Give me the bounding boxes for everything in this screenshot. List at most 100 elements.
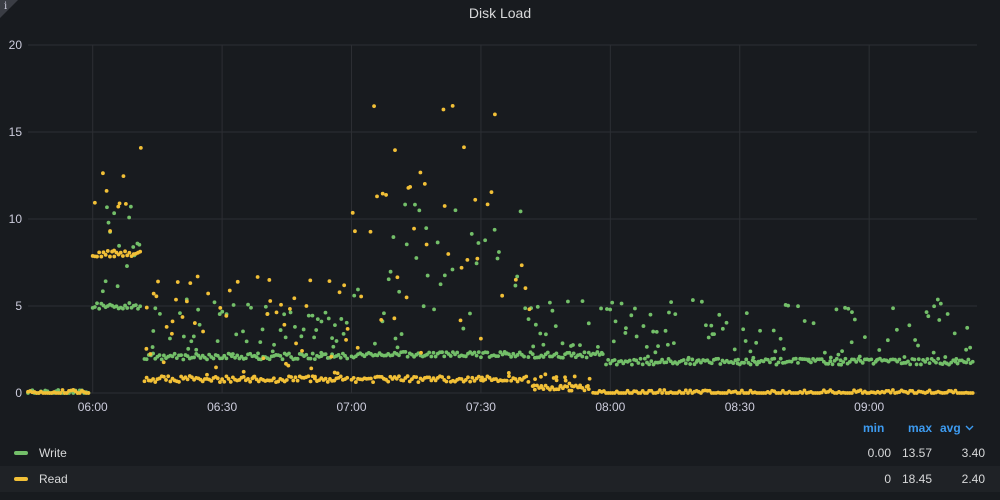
legend-header-max[interactable]: max: [908, 421, 933, 435]
write-point: [103, 279, 108, 284]
read-point: [218, 380, 222, 384]
write-point: [660, 357, 665, 362]
legend-header-min[interactable]: min: [863, 421, 885, 435]
read-point: [121, 254, 125, 258]
read-point: [394, 376, 399, 381]
write-point: [341, 331, 346, 336]
write-point: [352, 293, 357, 298]
write-point: [690, 357, 695, 362]
read-point: [414, 375, 419, 380]
read-point: [224, 313, 229, 318]
legend-row-read[interactable]: Read 0 18.45 2.40: [0, 466, 1000, 492]
write-point: [543, 332, 548, 337]
read-point: [123, 201, 128, 206]
write-point: [496, 354, 501, 359]
read-point: [127, 250, 132, 255]
write-point: [158, 311, 162, 316]
read-point: [565, 384, 570, 389]
read-point: [294, 341, 298, 346]
write-point: [495, 256, 500, 261]
write-point: [105, 205, 109, 210]
read-point: [95, 254, 99, 259]
write-point: [912, 357, 917, 362]
chevron-down-icon[interactable]: [965, 425, 974, 431]
write-point: [308, 356, 313, 361]
write-point: [249, 305, 253, 310]
read-point: [60, 388, 65, 392]
write-point: [885, 338, 890, 343]
read-point: [101, 250, 106, 255]
info-icon[interactable]: i: [4, 1, 8, 12]
write-point: [224, 356, 229, 361]
read-point: [138, 249, 143, 254]
read-point: [228, 380, 233, 384]
write-point: [913, 338, 918, 342]
write-point: [153, 306, 158, 311]
read-point: [850, 391, 854, 395]
write-point: [196, 307, 201, 312]
read-point: [470, 375, 475, 380]
read-point: [161, 374, 166, 379]
read-point: [450, 103, 455, 108]
read-point: [138, 145, 143, 150]
write-point: [492, 227, 497, 232]
write-point: [476, 241, 481, 245]
read-point: [156, 279, 160, 284]
read-point: [554, 378, 559, 383]
read-point: [351, 375, 356, 380]
legend-row-write[interactable]: Write 0.00 13.57 3.40: [0, 440, 1000, 466]
write-point: [125, 306, 130, 310]
write-point: [614, 362, 619, 367]
read-point: [309, 366, 314, 371]
write-point: [442, 354, 447, 359]
read-point: [227, 288, 232, 293]
write-point: [681, 358, 686, 362]
read-point: [323, 376, 328, 381]
read-point: [556, 387, 561, 392]
write-point: [233, 355, 237, 360]
write-point: [455, 350, 460, 355]
write-point: [629, 313, 634, 318]
write-point: [186, 346, 191, 351]
read-point: [462, 145, 466, 150]
write-point: [778, 356, 783, 361]
panel-info-corner[interactable]: [0, 0, 18, 18]
write-point: [595, 350, 600, 354]
write-point: [319, 319, 324, 324]
write-point: [935, 297, 940, 302]
write-point: [731, 361, 736, 366]
read-point: [681, 391, 686, 395]
read-point: [500, 293, 505, 298]
read-point: [252, 374, 257, 379]
write-point: [397, 289, 402, 294]
write-point: [640, 362, 645, 367]
write-point: [768, 360, 772, 365]
write-point: [699, 360, 703, 365]
write-point: [395, 345, 400, 350]
write-point: [483, 238, 488, 243]
write-point: [765, 357, 770, 362]
write-point: [123, 303, 127, 308]
read-point: [214, 365, 218, 370]
read-point: [386, 379, 391, 384]
read-point: [261, 356, 266, 361]
write-point: [198, 356, 203, 360]
write-point: [744, 357, 749, 362]
read-point: [288, 306, 292, 311]
read-point: [515, 379, 520, 384]
write-point: [256, 351, 260, 356]
write-point: [606, 357, 611, 362]
read-point: [524, 374, 529, 379]
write-point: [834, 356, 839, 361]
y-tick-label: 10: [9, 212, 23, 226]
write-point: [619, 301, 624, 306]
write-point: [686, 355, 691, 360]
write-point: [778, 336, 783, 341]
write-point: [897, 357, 902, 362]
write-point: [937, 318, 942, 322]
write-point: [849, 340, 854, 345]
write-point: [644, 344, 649, 349]
write-point: [653, 350, 658, 355]
write-point: [159, 357, 164, 362]
legend-header-avg[interactable]: avg: [940, 421, 961, 435]
